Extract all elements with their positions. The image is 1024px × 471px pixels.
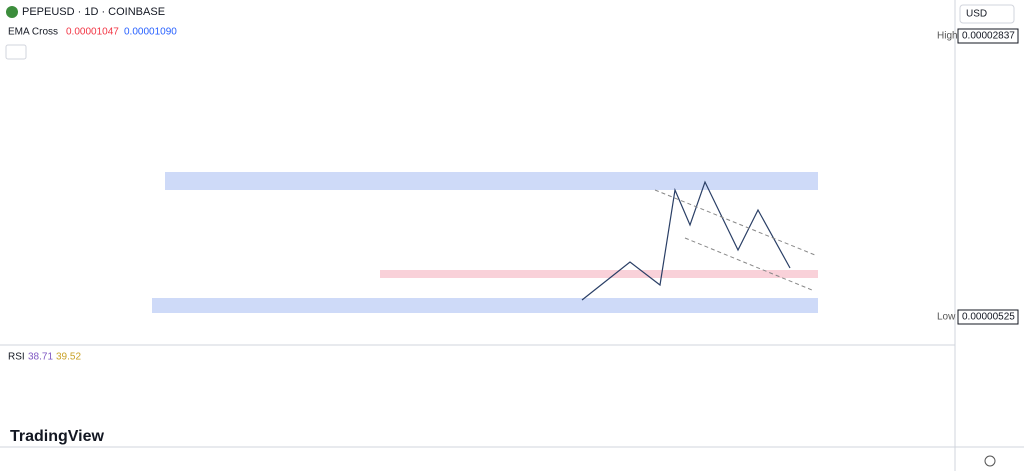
channel-line <box>684 237 813 291</box>
wave-path <box>581 180 791 301</box>
rsi-value: 38.71 <box>28 352 53 363</box>
high-label: High <box>937 31 958 42</box>
indicator-name: EMA Cross <box>8 27 58 38</box>
settings-icon[interactable] <box>984 455 996 467</box>
symbol-icon <box>6 6 18 18</box>
zone <box>380 270 818 278</box>
indicator-value: 0.00001090 <box>124 27 177 38</box>
rsi-name: RSI <box>8 352 25 363</box>
currency: USD <box>966 9 987 20</box>
low-value: 0.00000525 <box>962 312 1015 323</box>
high-box <box>957 28 1019 44</box>
zone <box>165 172 818 190</box>
channel-line <box>654 189 816 256</box>
low-box <box>957 309 1019 325</box>
logo: TradingView <box>10 428 105 445</box>
collapse-button[interactable] <box>5 44 27 60</box>
rsi-value: 39.52 <box>56 352 81 363</box>
indicator-value: 0.00001047 <box>66 27 119 38</box>
high-value: 0.00002837 <box>962 31 1015 42</box>
currency-button[interactable] <box>959 4 1015 24</box>
zone <box>152 298 818 313</box>
symbol: PEPEUSD · 1D · COINBASE <box>22 6 165 18</box>
low-label: Low <box>937 312 956 323</box>
